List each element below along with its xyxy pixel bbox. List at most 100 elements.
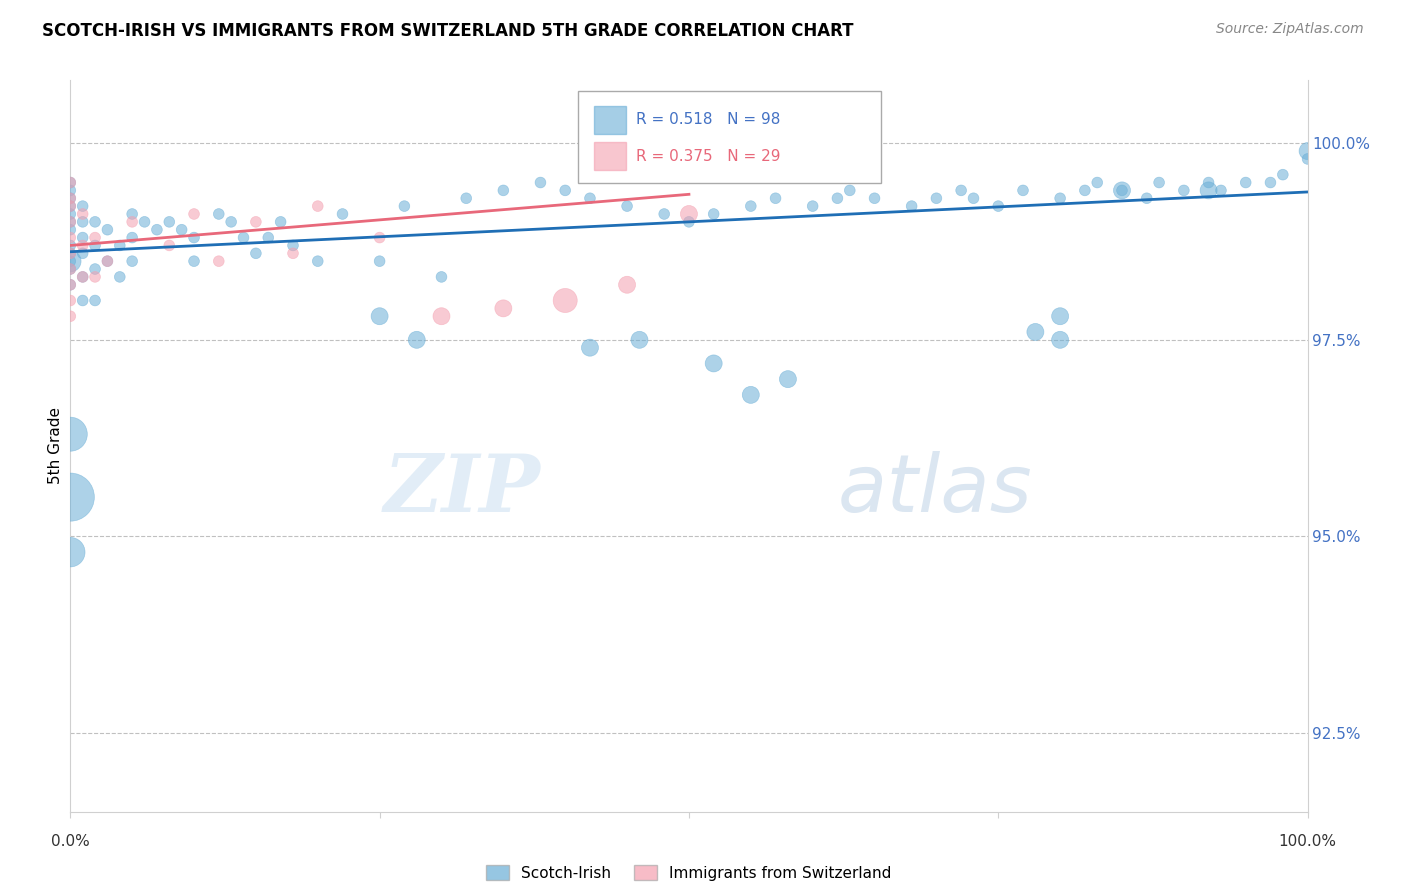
Point — [72, 238, 94, 252]
Point — [170, 223, 193, 237]
Point — [678, 215, 700, 229]
Point — [1049, 310, 1071, 324]
Point — [554, 183, 576, 197]
Point — [554, 293, 576, 308]
FancyBboxPatch shape — [578, 91, 880, 183]
Point — [703, 207, 725, 221]
Point — [84, 215, 107, 229]
Point — [1173, 183, 1195, 197]
Point — [157, 238, 180, 252]
Point — [146, 223, 169, 237]
Point — [59, 254, 82, 268]
Text: R = 0.375   N = 29: R = 0.375 N = 29 — [636, 149, 780, 164]
Point — [59, 207, 82, 221]
Bar — [593, 106, 626, 134]
Point — [1198, 183, 1220, 197]
Point — [827, 191, 849, 205]
Point — [430, 310, 453, 324]
Point — [1209, 183, 1232, 197]
Text: ZIP: ZIP — [384, 451, 540, 529]
Point — [1260, 176, 1282, 190]
Point — [59, 183, 82, 197]
Point — [59, 293, 82, 308]
Point — [1296, 144, 1319, 158]
Point — [257, 230, 280, 244]
Point — [59, 246, 82, 260]
Point — [1049, 191, 1071, 205]
Point — [59, 490, 82, 504]
Text: 100.0%: 100.0% — [1278, 834, 1337, 849]
Point — [59, 176, 82, 190]
Point — [59, 427, 82, 442]
Point — [72, 269, 94, 284]
Point — [72, 215, 94, 229]
Point — [59, 545, 82, 559]
Point — [579, 341, 602, 355]
Point — [134, 215, 156, 229]
Point — [307, 254, 329, 268]
Point — [96, 223, 118, 237]
Point — [492, 183, 515, 197]
Point — [405, 333, 427, 347]
Point — [678, 207, 700, 221]
Point — [281, 238, 304, 252]
Point — [987, 199, 1010, 213]
Point — [121, 230, 143, 244]
Point — [652, 207, 675, 221]
Point — [219, 215, 242, 229]
Point — [59, 238, 82, 252]
Point — [121, 207, 143, 221]
Point — [59, 310, 82, 324]
Point — [270, 215, 292, 229]
Point — [96, 254, 118, 268]
Point — [84, 262, 107, 277]
Point — [157, 215, 180, 229]
Point — [1234, 176, 1257, 190]
Text: R = 0.518   N = 98: R = 0.518 N = 98 — [636, 112, 780, 128]
Point — [59, 277, 82, 292]
Point — [394, 199, 416, 213]
Point — [368, 230, 391, 244]
Point — [59, 254, 82, 268]
Point — [84, 293, 107, 308]
Point — [72, 246, 94, 260]
Point — [245, 246, 267, 260]
Point — [1024, 325, 1046, 339]
Point — [776, 372, 799, 386]
Point — [307, 199, 329, 213]
Point — [579, 191, 602, 205]
Point — [1085, 176, 1108, 190]
Point — [616, 277, 638, 292]
Point — [72, 269, 94, 284]
Text: Source: ZipAtlas.com: Source: ZipAtlas.com — [1216, 22, 1364, 37]
Point — [950, 183, 973, 197]
Point — [84, 269, 107, 284]
Point — [368, 254, 391, 268]
Point — [281, 246, 304, 260]
Point — [332, 207, 354, 221]
Y-axis label: 5th Grade: 5th Grade — [48, 408, 63, 484]
Point — [1074, 183, 1097, 197]
Point — [801, 199, 824, 213]
Point — [900, 199, 922, 213]
Point — [121, 254, 143, 268]
Point — [59, 199, 82, 213]
Point — [59, 277, 82, 292]
Point — [59, 191, 82, 205]
Point — [84, 230, 107, 244]
Text: atlas: atlas — [838, 450, 1032, 529]
Point — [59, 191, 82, 205]
Point — [208, 207, 231, 221]
Point — [59, 199, 82, 213]
Point — [703, 356, 725, 370]
Point — [838, 183, 860, 197]
Point — [59, 176, 82, 190]
Point — [59, 246, 82, 260]
Point — [232, 230, 254, 244]
Point — [183, 254, 205, 268]
Bar — [593, 143, 626, 170]
Point — [84, 238, 107, 252]
Point — [740, 199, 762, 213]
Point — [456, 191, 478, 205]
Text: 0.0%: 0.0% — [51, 834, 90, 849]
